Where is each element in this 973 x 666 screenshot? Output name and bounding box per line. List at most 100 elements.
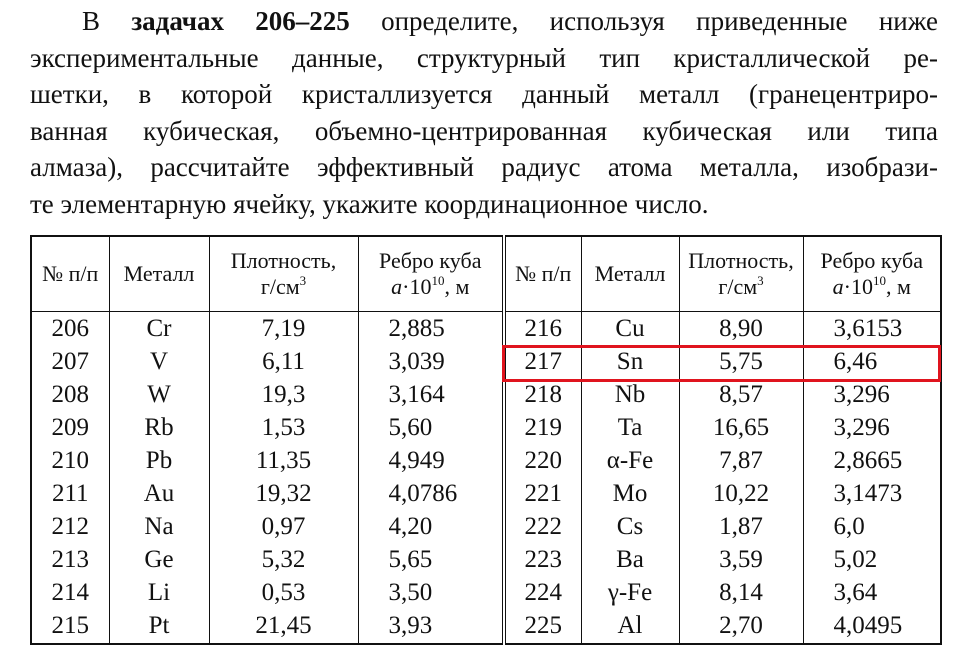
text: В — [82, 6, 101, 36]
header-sup: 10 — [431, 273, 445, 288]
cell-density: 8,90 — [678, 311, 803, 346]
header-metal: Металл — [580, 236, 679, 312]
bold-text: задачах 206–225 — [131, 6, 350, 36]
cell-number: 223 — [502, 543, 581, 577]
cell-edge: 4,0786 — [357, 477, 504, 511]
cell-density: 19,32 — [208, 477, 358, 511]
cell-metal: Al — [580, 609, 679, 644]
cell-number: 208 — [30, 378, 109, 412]
header-factor: ·10 — [843, 274, 873, 299]
cell-metal: Li — [108, 576, 209, 610]
cell-edge: 2,885 — [357, 311, 504, 346]
cell-number: 206 — [30, 311, 109, 346]
cell-density: 5,75 — [678, 345, 803, 379]
table-row: 207 V 6,11 3,039 217 Sn 5,75 6,46 — [30, 345, 941, 379]
cell-metal: γ-Fe — [580, 576, 679, 610]
cell-density: 1,53 — [208, 411, 358, 445]
cell-metal: α-Fe — [580, 444, 679, 478]
cell-edge: 3,296 — [802, 411, 941, 445]
header-sup: 3 — [757, 273, 764, 288]
header-text: Ребро куба — [379, 248, 482, 273]
cell-edge: 3,64 — [802, 576, 941, 610]
header-edge: Ребро куба a·1010, м — [357, 236, 504, 312]
cell-number: 219 — [502, 411, 581, 445]
header-row: № п/п Металл Плотность, г/см3 Ребро куба a·10… — [30, 236, 941, 312]
header-var: a — [832, 274, 844, 299]
text-line: В задачах 206–225 определите, используя … — [30, 3, 938, 40]
header-unit: , м — [444, 274, 470, 299]
data-table: № п/п Металл Плотность, г/см3 Ребро куба a·10… — [30, 235, 942, 645]
cell-edge: 3,93 — [357, 609, 504, 644]
cell-number: 224 — [502, 576, 581, 610]
cell-edge: 4,949 — [357, 444, 504, 478]
task-paragraph: В задачах 206–225 определите, используя … — [30, 3, 938, 223]
cell-metal: Pt — [108, 609, 209, 644]
cell-density: 0,53 — [208, 576, 358, 610]
header-text: Ребро куба — [820, 248, 923, 273]
cell-metal: Na — [108, 510, 209, 544]
text-line: экспериментальные данные, структурный ти… — [30, 42, 938, 73]
cell-edge: 3,50 — [357, 576, 504, 610]
table-row: 215 Pt 21,45 3,93 225 Al 2,70 4,0495 — [30, 609, 941, 644]
text-line: алмаза), рассчитайте эффективный радиус … — [30, 152, 938, 183]
cell-number: 222 — [502, 510, 581, 544]
cell-density: 8,57 — [678, 378, 803, 412]
cell-density: 16,65 — [678, 411, 803, 445]
cell-edge: 5,02 — [802, 543, 941, 577]
highlight-box — [502, 345, 941, 382]
cell-metal: Rb — [108, 411, 209, 445]
cell-edge: 6,0 — [802, 510, 941, 544]
cell-number: 209 — [30, 411, 109, 445]
text-line: шетки, в которой кристаллизуется данный … — [30, 79, 938, 110]
cell-metal: Cr — [108, 311, 209, 346]
table-row: 206 Cr 7,19 2,885 216 Cu 8,90 3,6153 — [30, 311, 941, 346]
cell-density: 5,32 — [208, 543, 358, 577]
cell-density: 7,19 — [208, 311, 358, 346]
header-density: Плотность, г/см3 — [678, 236, 803, 312]
table-row: 209 Rb 1,53 5,60 219 Ta 16,65 3,296 — [30, 411, 941, 445]
cell-metal: Mo — [580, 477, 679, 511]
cell-density: 3,59 — [678, 543, 803, 577]
cell-edge: 3,164 — [357, 378, 504, 412]
header-factor: ·10 — [402, 274, 432, 299]
cell-number: 218 — [502, 378, 581, 412]
header-edge: Ребро куба a·1010, м — [802, 236, 941, 312]
header-unit: , м — [885, 274, 911, 299]
cell-number: 225 — [502, 609, 581, 644]
text-line: те элементарную ячейку, укажите координа… — [30, 188, 709, 219]
table-row: 210 Pb 11,35 4,949 220 α-Fe 7,87 2,8665 — [30, 444, 941, 478]
cell-number: 215 — [30, 609, 109, 644]
cell-edge: 2,8665 — [802, 444, 941, 478]
cell-number: 213 — [30, 543, 109, 577]
cell-metal: Nb — [580, 378, 679, 412]
cell-number: 210 — [30, 444, 109, 478]
header-sup: 3 — [299, 273, 307, 288]
header-density: Плотность, г/см3 — [208, 236, 358, 312]
cell-metal: Pb — [108, 444, 209, 478]
text: определите, используя приведенные ниже — [381, 6, 938, 36]
cell-number: 207 — [30, 345, 109, 379]
cell-number: 216 — [502, 311, 581, 346]
header-text: Плотность, — [230, 248, 337, 273]
cell-density: 19,3 — [208, 378, 358, 412]
cell-metal: Cs — [580, 510, 679, 544]
table-row: 214 Li 0,53 3,50 224 γ-Fe 8,14 3,64 — [30, 576, 941, 610]
cell-density: 2,70 — [678, 609, 803, 644]
cell-metal: Cu — [580, 311, 679, 346]
table-row: 211 Au 19,32 4,0786 221 Mo 10,22 3,1473 — [30, 477, 941, 511]
header-text: Плотность, — [688, 248, 794, 273]
cell-number: 212 — [30, 510, 109, 544]
cell-density: 21,45 — [208, 609, 358, 644]
table-row: 213 Ge 5,32 5,65 223 Ba 3,59 5,02 — [30, 543, 941, 577]
header-var: a — [391, 274, 403, 299]
table-row: 208 W 19,3 3,164 218 Nb 8,57 3,296 — [30, 378, 941, 412]
cell-edge: 4,0495 — [802, 609, 941, 644]
cell-number: 214 — [30, 576, 109, 610]
header-sup: 10 — [872, 273, 886, 288]
cell-density: 0,97 — [208, 510, 358, 544]
cell-density: 1,87 — [678, 510, 803, 544]
cell-edge: 5,65 — [357, 543, 504, 577]
cell-metal: Ge — [108, 543, 209, 577]
header-metal: Металл — [108, 236, 209, 312]
